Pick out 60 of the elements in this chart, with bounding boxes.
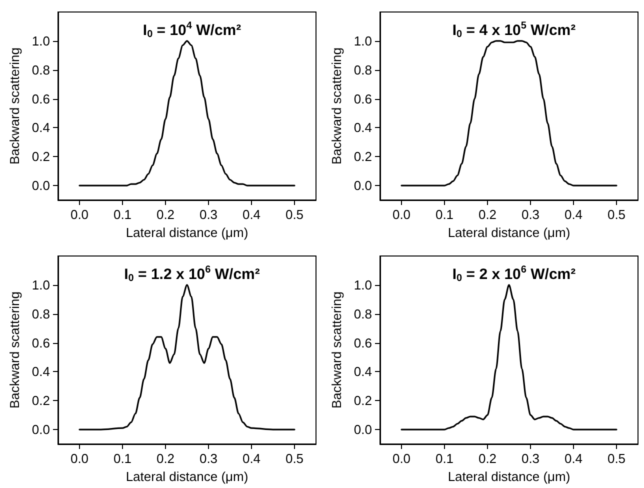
x-tick-label: 0.5	[607, 451, 626, 466]
x-axis-title: Lateral distance (μm)	[126, 469, 248, 484]
y-tick-label: 1.0	[354, 277, 372, 292]
line-series	[78, 284, 296, 430]
y-tick-label: 0.0	[354, 422, 372, 438]
y-tick-label: 0.0	[354, 178, 372, 194]
x-axis-title: Lateral distance (μm)	[448, 225, 570, 240]
x-tick-label: 0.2	[478, 451, 497, 466]
x-tick-label: 0.1	[435, 451, 454, 466]
y-axis-title: Backward scattering	[329, 291, 344, 409]
x-tick-label: 0.1	[113, 451, 132, 466]
x-tick-label: 0.2	[156, 207, 175, 222]
y-tick-label: 0.2	[32, 149, 50, 164]
x-axis-title: Lateral distance (μm)	[448, 469, 570, 484]
y-tick-label: 0.0	[32, 178, 50, 194]
x-tick-label: 0.3	[521, 207, 540, 222]
x-tick-label: 0.1	[435, 207, 454, 222]
x-tick-label: 0.5	[607, 207, 626, 222]
x-tick-label: 0.2	[478, 207, 497, 222]
x-tick-label: 0.4	[242, 207, 261, 222]
x-tick-label: 0.0	[70, 207, 89, 222]
x-tick-label: 0.1	[113, 207, 132, 222]
y-tick-label: 0.4	[32, 120, 50, 136]
y-axis-title: Backward scattering	[7, 291, 22, 409]
y-tick-label: 0.6	[354, 91, 372, 106]
y-tick-label: 0.2	[354, 393, 372, 408]
y-tick-label: 0.0	[32, 422, 50, 438]
x-tick-label: 0.0	[70, 451, 89, 466]
x-tick-label: 0.5	[285, 207, 304, 222]
y-tick-label: 0.6	[32, 91, 50, 106]
x-tick-label: 0.4	[242, 451, 261, 466]
line-series	[400, 40, 618, 186]
x-tick-label: 0.4	[564, 207, 583, 222]
y-tick-label: 0.8	[32, 306, 50, 322]
y-tick-label: 0.2	[32, 393, 50, 408]
y-axis-title: Backward scattering	[7, 47, 22, 165]
line-series	[400, 284, 618, 430]
x-tick-label: 0.2	[156, 451, 175, 466]
y-tick-label: 0.2	[354, 149, 372, 164]
line-series	[78, 40, 296, 186]
y-tick-label: 1.0	[32, 33, 50, 48]
y-axis-title: Backward scattering	[329, 47, 344, 165]
x-tick-label: 0.5	[285, 451, 304, 466]
x-tick-label: 0.3	[521, 451, 540, 466]
x-axis-title: Lateral distance (μm)	[126, 225, 248, 240]
y-tick-label: 0.8	[32, 62, 50, 78]
y-tick-label: 0.8	[354, 62, 372, 78]
y-tick-label: 1.0	[32, 277, 50, 292]
x-tick-label: 0.0	[392, 451, 411, 466]
y-tick-label: 0.4	[32, 364, 50, 380]
x-tick-label: 0.3	[199, 207, 218, 222]
x-tick-label: 0.0	[392, 207, 411, 222]
x-tick-label: 0.3	[199, 451, 218, 466]
y-tick-label: 0.4	[354, 364, 372, 380]
y-tick-label: 0.4	[354, 120, 372, 136]
y-tick-label: 1.0	[354, 33, 372, 48]
y-tick-label: 0.6	[354, 335, 372, 350]
y-tick-label: 0.6	[32, 335, 50, 350]
y-tick-label: 0.8	[354, 306, 372, 322]
x-tick-label: 0.4	[564, 451, 583, 466]
